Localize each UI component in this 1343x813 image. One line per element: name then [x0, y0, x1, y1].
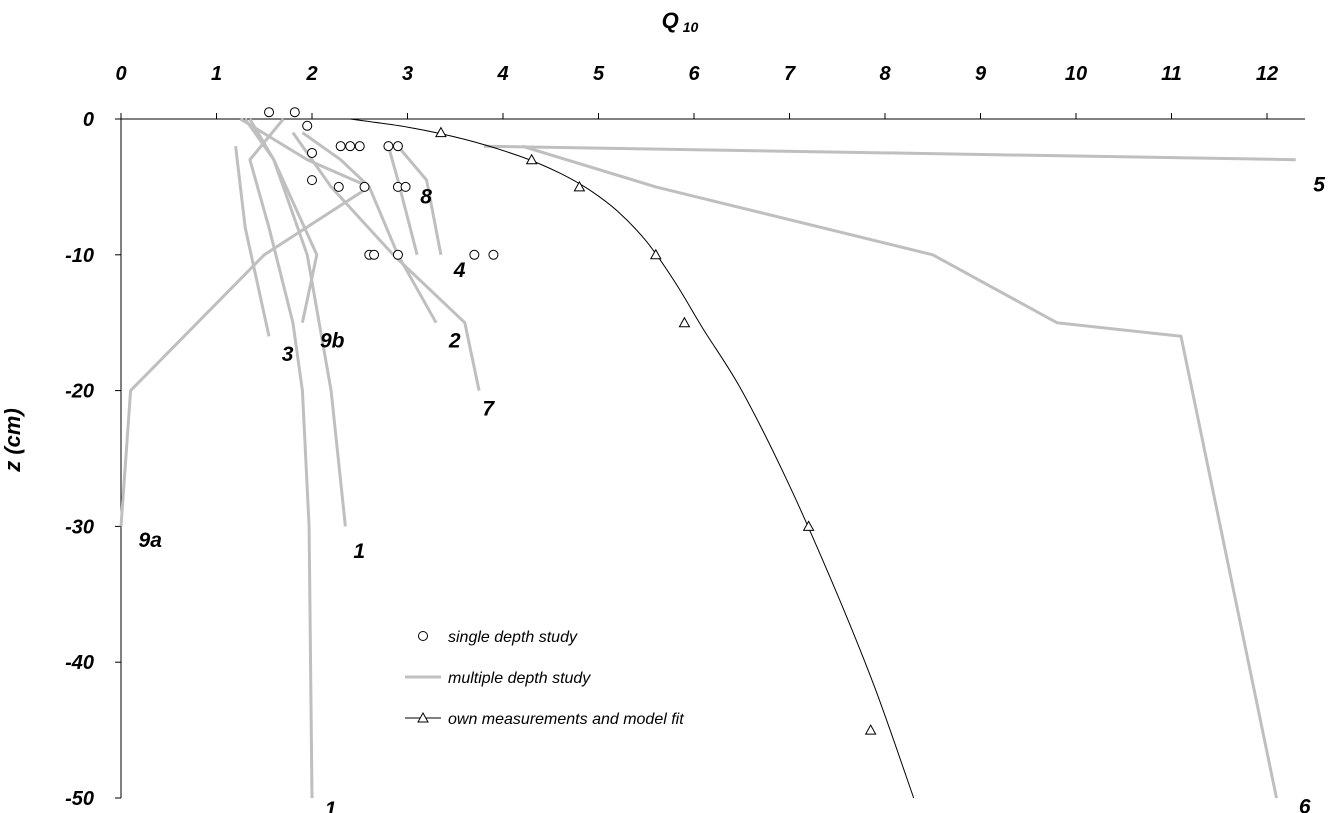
legend-own-measurements: own measurements and model fit [448, 711, 684, 728]
x-tick-label: 7 [784, 63, 796, 85]
own-measurement-point [435, 126, 447, 138]
single-depth-point [392, 141, 403, 152]
y-tick-label: 0 [83, 109, 94, 131]
series-line-6 [521, 144, 1278, 799]
x-tick-label: 0 [115, 63, 126, 85]
curve-label-9a: 9a [139, 529, 163, 552]
x-tick-label: 12 [1256, 63, 1278, 85]
y-tick-label: -10 [65, 245, 94, 267]
single-depth-point [369, 249, 380, 260]
series-line-5 [483, 144, 1296, 162]
own-measurement-points [435, 126, 877, 735]
x-tick-label: 3 [402, 63, 413, 85]
x-tick-label: 10 [1065, 63, 1087, 85]
curve-labels: 1 1 2 3 4 5 6 7 8 9a 9b [139, 173, 1326, 813]
x-tick-label: 11 [1161, 63, 1182, 85]
single-depth-point [400, 181, 411, 192]
single-depth-point [383, 141, 394, 152]
single-depth-point [335, 141, 346, 152]
x-tick-label: 8 [879, 63, 891, 85]
curve-label-4: 4 [453, 259, 466, 282]
series-line-1 [248, 118, 314, 799]
series-line-8 [386, 145, 419, 256]
series-line-1 [248, 118, 347, 527]
x-axis-title: Q 10 [662, 8, 699, 35]
curve-label-3: 3 [282, 343, 294, 366]
single-depth-point [333, 181, 344, 192]
model-fit-curve [350, 118, 915, 799]
single-depth-point [302, 120, 313, 131]
y-tick-labels: 0 -10 -20 -30 -40 -50 [65, 109, 121, 810]
legend-circle-marker [418, 631, 428, 641]
series-line-9b [243, 118, 319, 324]
x-tick-labels: 0 1 2 3 4 5 6 7 8 9 10 11 12 [115, 63, 1278, 119]
series-line-3 [234, 146, 271, 337]
curve-label-2: 2 [448, 329, 461, 352]
single-depth-points [264, 107, 499, 260]
legend-single-depth: single depth study [448, 629, 578, 646]
single-depth-point [264, 107, 275, 118]
single-depth-point [354, 141, 365, 152]
curve-label-9b: 9b [320, 329, 345, 352]
legend-triangle-marker [417, 711, 429, 723]
legend-multiple-depth: multiple depth study [448, 670, 591, 687]
own-measurement-point [802, 520, 815, 531]
legend: single depth study multiple depth study … [405, 629, 684, 728]
single-depth-point [345, 141, 356, 152]
single-depth-point [469, 249, 480, 260]
y-tick-label: -20 [65, 381, 94, 403]
own-measurement-point [864, 724, 877, 735]
single-depth-point [488, 249, 499, 260]
x-tick-label: 9 [975, 63, 987, 85]
multiple-depth-series [119, 117, 1296, 799]
curve-label-1: 1 [353, 540, 365, 563]
single-depth-point [307, 147, 317, 158]
series-line-9a [119, 117, 371, 527]
y-axis-title: z (cm) [0, 408, 25, 473]
single-depth-point [359, 181, 370, 192]
single-depth-point [307, 175, 317, 186]
curve-label-5: 5 [1313, 173, 1325, 196]
own-measurement-point [649, 248, 662, 260]
x-tick-label: 4 [496, 63, 508, 85]
own-measurement-point [678, 316, 691, 328]
curve-label-7: 7 [482, 397, 495, 420]
curve-label-8: 8 [420, 186, 432, 209]
own-measurement-point [573, 180, 586, 192]
x-axis-title-main: Q [662, 8, 679, 33]
x-tick-label: 2 [305, 63, 317, 85]
x-axis-title-subscript: 10 [683, 19, 699, 35]
curve-label-6: 6 [1299, 795, 1311, 813]
own-measurement-point [525, 153, 538, 165]
x-tick-label: 1 [211, 63, 222, 85]
model-fit-series [350, 118, 915, 799]
single-depth-point [392, 249, 403, 260]
y-tick-label: -50 [65, 788, 94, 810]
x-tick-label: 6 [688, 63, 700, 85]
axes [120, 113, 1305, 798]
y-tick-label: -40 [65, 652, 94, 674]
single-depth-point [289, 107, 300, 118]
x-tick-label: 5 [593, 63, 605, 85]
y-tick-label: -30 [65, 516, 94, 538]
series-line-4 [396, 145, 443, 256]
curve-label-1: 1 [325, 798, 337, 813]
